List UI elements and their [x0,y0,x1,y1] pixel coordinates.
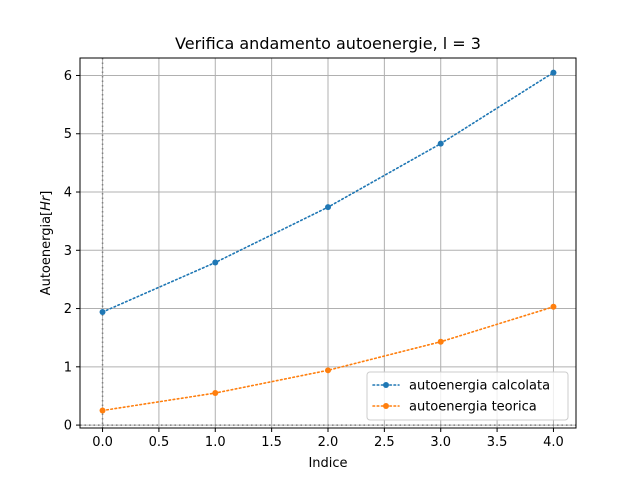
legend-marker-1 [383,382,389,388]
legend-box [366,371,569,421]
y-tick-label: 2 [64,302,72,317]
legend: autoenergia calcolata autoenergia teorica [366,371,569,421]
series-2-point [99,407,106,414]
series-2-point [550,303,557,310]
series-1-point [550,69,557,76]
series-layer [99,69,557,414]
x-tick-label: 1.0 [205,435,226,450]
y-tick-label: 5 [64,127,72,142]
y-tick-label: 1 [64,360,72,375]
x-tick-label: 3.5 [487,435,508,450]
series-2-point [437,338,444,345]
grid-layer [80,58,576,428]
legend-label-2: autoenergia teorica [409,400,537,415]
tick-layer: 0.0 0.5 1.0 1.5 2.0 2.5 3.0 3.5 4.0 0 1 2 3 4 5 6 [64,69,564,450]
x-tick-label: 1.5 [261,435,282,450]
x-axis-label: Indice [308,456,347,471]
y-tick-label: 0 [64,419,72,434]
y-tick-label: 6 [64,69,72,84]
series-1-point [437,140,444,147]
x-tick-label: 2.5 [374,435,395,450]
y-tick-label: 3 [64,244,72,259]
y-axis-label: Autoenergia[Hr] [39,191,54,296]
y-tick-label: 4 [64,186,72,201]
legend-marker-2 [383,403,389,409]
x-tick-label: 4.0 [543,435,564,450]
reference-lines [80,58,576,428]
x-tick-label: 2.0 [318,435,339,450]
series-1-point [99,309,106,316]
series-1-point [325,204,331,211]
legend-label-1: autoenergia calcolata [409,379,550,394]
x-tick-label: 3.0 [430,435,451,450]
chart-title: Verifica andamento autoenergie, l = 3 [175,34,481,53]
series-2-point [325,367,331,374]
x-tick-label: 0.0 [92,435,113,450]
series-1-point [212,259,219,266]
series-2-point [212,390,219,397]
x-tick-label: 0.5 [149,435,170,450]
